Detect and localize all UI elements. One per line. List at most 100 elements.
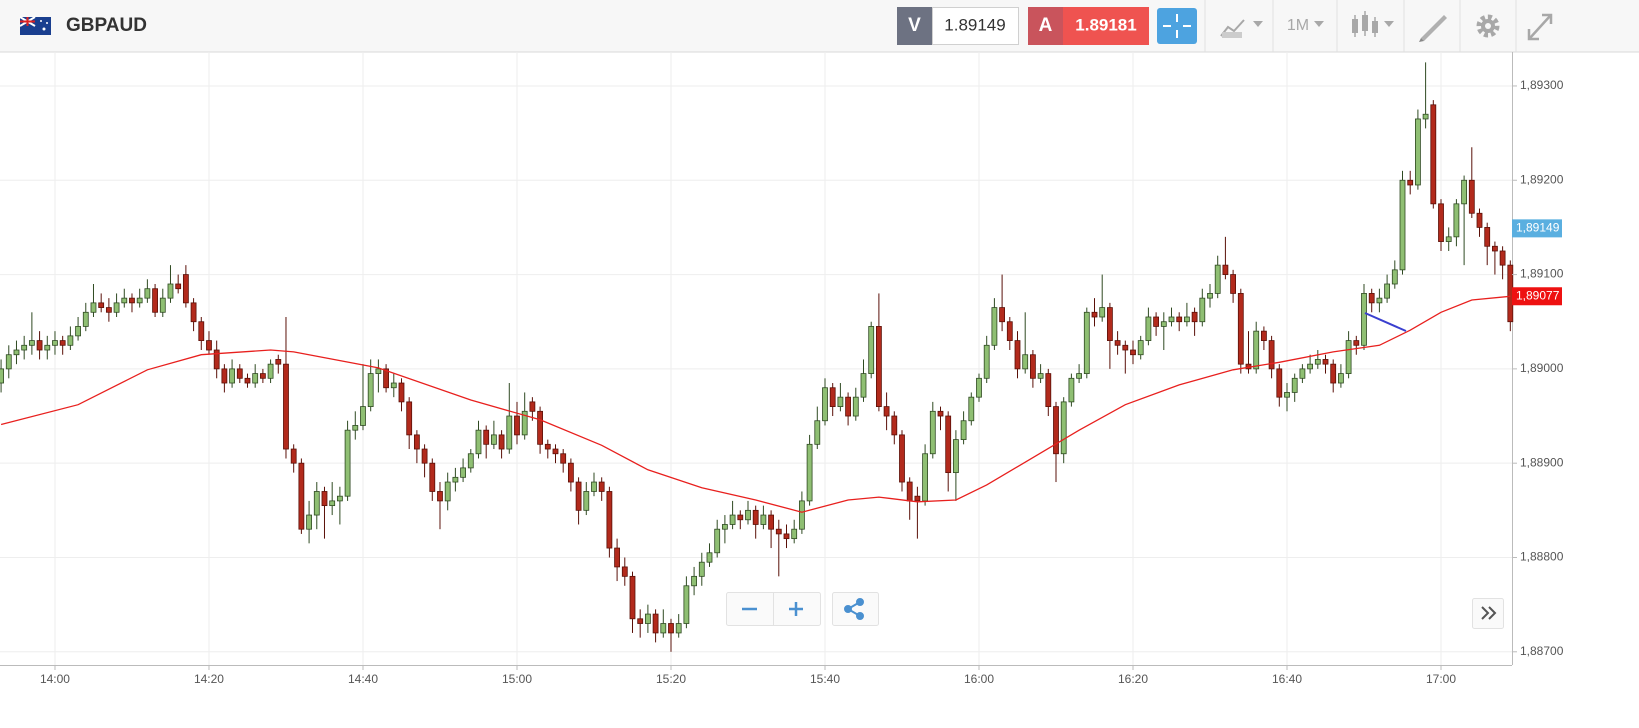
x-tick-label: 15:00 bbox=[502, 672, 532, 686]
crosshair-button[interactable] bbox=[1157, 8, 1197, 44]
candle-body bbox=[1060, 401, 1067, 455]
candle-body bbox=[929, 410, 936, 455]
candle-body bbox=[537, 410, 543, 445]
candle-body bbox=[1253, 330, 1260, 370]
candle-body bbox=[737, 514, 744, 521]
candle-body bbox=[121, 297, 128, 304]
candle-body bbox=[991, 307, 998, 346]
candle-body bbox=[1122, 344, 1129, 351]
candle-body bbox=[190, 302, 197, 323]
candle-body bbox=[113, 302, 120, 313]
candle-body bbox=[999, 307, 1005, 323]
ask-button[interactable] bbox=[1028, 7, 1063, 45]
candle-body bbox=[976, 377, 982, 398]
candle-body bbox=[1291, 377, 1298, 393]
bid-price-box[interactable] bbox=[932, 7, 1019, 45]
candle-body bbox=[845, 396, 851, 417]
candle-body bbox=[1445, 236, 1452, 242]
candle-body bbox=[1053, 406, 1059, 455]
x-tick-label: 14:00 bbox=[40, 672, 70, 686]
candle-body bbox=[1461, 179, 1468, 205]
candle-body bbox=[1284, 392, 1290, 398]
candle-body bbox=[783, 533, 790, 540]
candle-body bbox=[544, 443, 551, 450]
candle-body bbox=[44, 344, 51, 351]
candle-body bbox=[1261, 330, 1267, 341]
candle-body bbox=[460, 467, 466, 478]
candle-body bbox=[306, 514, 312, 530]
candle-body bbox=[1453, 203, 1460, 238]
toolbar-separators bbox=[1204, 0, 1517, 52]
scroll-icon bbox=[1481, 606, 1497, 620]
candle-body bbox=[5, 354, 12, 370]
candle-body bbox=[521, 410, 528, 436]
candle-body bbox=[768, 514, 774, 530]
candle-body bbox=[198, 321, 205, 341]
y-tick-label: 1,89100 bbox=[1520, 267, 1564, 281]
price-tag-label: 1,89149 bbox=[1516, 221, 1560, 235]
ask-price-box[interactable] bbox=[1063, 7, 1149, 45]
candle-body bbox=[1006, 321, 1013, 341]
candle-body bbox=[1214, 264, 1221, 294]
x-tick-label: 16:20 bbox=[1118, 672, 1148, 686]
candle-body bbox=[105, 307, 112, 313]
candle-body bbox=[668, 623, 674, 634]
symbol: GBPAUD bbox=[66, 15, 147, 36]
candle-body bbox=[329, 500, 336, 507]
candle-body bbox=[1338, 373, 1344, 384]
candle-style-button[interactable] bbox=[1352, 11, 1394, 37]
candle-body bbox=[952, 439, 959, 474]
candle-body bbox=[1222, 264, 1229, 275]
candle-body bbox=[698, 561, 705, 577]
chart-type-button[interactable] bbox=[1220, 19, 1263, 38]
candle-body bbox=[1045, 373, 1052, 407]
candle-body bbox=[467, 453, 474, 469]
timeframe-button[interactable]: 1M bbox=[1287, 17, 1309, 34]
zoom-in-button[interactable] bbox=[789, 602, 803, 616]
candle-body bbox=[1476, 212, 1483, 228]
candle-body bbox=[421, 448, 428, 464]
candle-body bbox=[298, 462, 305, 530]
x-tick-label: 16:40 bbox=[1272, 672, 1302, 686]
drawing-button[interactable] bbox=[1419, 15, 1447, 42]
candle-body bbox=[914, 495, 921, 502]
candle-body bbox=[683, 585, 690, 624]
candle-body bbox=[1022, 354, 1029, 370]
candle-body bbox=[891, 415, 898, 436]
candle-body bbox=[221, 368, 228, 384]
candle-body bbox=[937, 410, 944, 417]
candle-body bbox=[598, 481, 605, 492]
settings-button[interactable] bbox=[1476, 14, 1500, 38]
candle-body bbox=[59, 340, 66, 346]
candle-body bbox=[1415, 118, 1421, 186]
candle-body bbox=[82, 311, 89, 327]
candle-body bbox=[1330, 363, 1337, 384]
candle-body bbox=[129, 297, 135, 304]
candle-body bbox=[367, 373, 374, 407]
x-tick-label: 15:40 bbox=[810, 672, 840, 686]
candle-body bbox=[1492, 245, 1498, 252]
share-button[interactable] bbox=[832, 592, 879, 626]
y-tick-label: 1,89000 bbox=[1520, 361, 1564, 375]
candle-body bbox=[968, 396, 975, 422]
candle-body bbox=[1268, 340, 1275, 370]
candle-body bbox=[413, 434, 420, 450]
candle-body bbox=[1029, 354, 1036, 379]
fullscreen-button[interactable] bbox=[1527, 13, 1553, 41]
candle-body bbox=[706, 552, 713, 563]
candle-body bbox=[52, 340, 58, 346]
candle-body bbox=[660, 623, 667, 634]
ask-price: 1.89181 bbox=[1075, 15, 1136, 34]
candle-body bbox=[244, 377, 251, 384]
candle-body bbox=[614, 547, 620, 568]
candle-body bbox=[98, 302, 105, 308]
candle-body bbox=[344, 429, 351, 497]
candle-body bbox=[90, 302, 97, 313]
y-tick-label: 1,88900 bbox=[1520, 455, 1564, 469]
candle-body bbox=[1076, 373, 1082, 379]
candle-body bbox=[506, 415, 513, 450]
bid-button[interactable] bbox=[897, 7, 932, 45]
moving-average-line bbox=[0, 295, 1511, 513]
